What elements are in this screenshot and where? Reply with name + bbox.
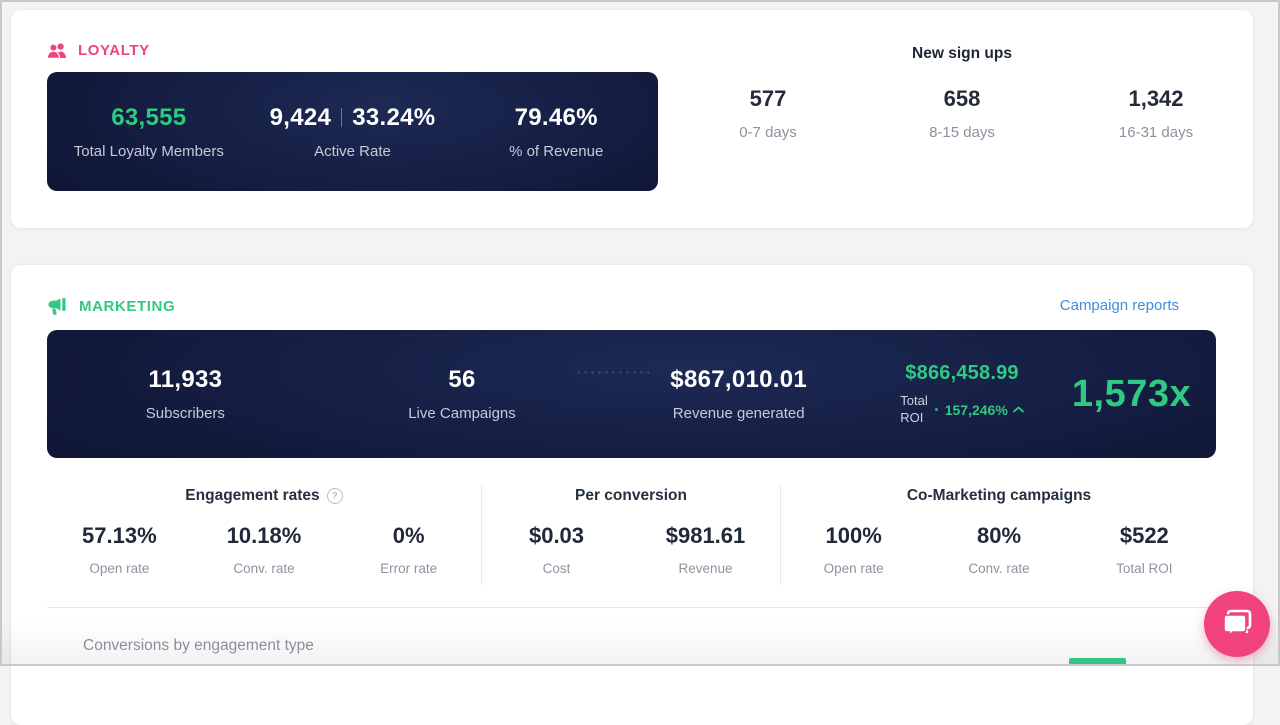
signups-8-15-value: 658 [943,86,981,111]
revenue-label: Revenue [678,561,733,576]
error-rate-value: 0% [392,523,425,548]
people-icon [47,43,66,59]
conv-rate-stat: 10.18% Conv. rate [192,523,337,576]
co-total-roi-label: Total ROI [1116,561,1173,576]
co-open-rate-value: 100% [825,523,882,548]
active-rate-label: Active Rate [314,142,391,160]
conversions-subsection-title: Conversions by engagement type [83,637,314,654]
co-conv-rate-label: Conv. rate [968,561,1030,576]
signups-0-7-value: 577 [749,86,787,111]
signups-8-15-label: 8-15 days [929,124,995,141]
live-campaigns-label: Live Campaigns [408,405,516,422]
total-loyalty-members-stat: 63,555 Total Loyalty Members [47,104,251,160]
new-signups-title: New sign ups [912,45,1012,62]
chat-bubbles-icon [1223,609,1252,638]
subscribers-label: Subscribers [145,405,225,422]
marketing-header: MARKETING Campaign reports [11,265,1253,315]
loyalty-title: LOYALTY [78,42,150,59]
conv-rate-value: 10.18% [226,523,302,548]
error-rate-stat: 0% Error rate [336,523,481,576]
co-marketing-title: Co-Marketing campaigns [906,487,1092,504]
signups-0-7-days: 577 0-7 days [671,10,865,228]
per-conversion-title: Per conversion [575,487,687,504]
open-rate-stat: 57.13% Open rate [47,523,192,576]
active-rate-count: 9,424 [269,103,332,131]
co-conv-rate-value: 80% [976,523,1022,548]
cost-label: Cost [542,561,571,576]
roi-delta-toggle[interactable]: 157,246% [945,402,1024,418]
subscribers-stat: 11,933 Subscribers [47,366,324,422]
engagement-rates-group: Engagement rates ? 57.13% Open rate 10.1… [47,485,481,585]
marketing-stats-card: 11,933 Subscribers 56 Live Campaigns $86… [47,330,1216,458]
marketing-title: MARKETING [79,297,176,315]
total-roi-stat: $866,458.99 Total ROI 157,246% [877,362,1047,426]
co-total-roi-stat: $522 Total ROI [1072,523,1217,576]
vertical-divider [780,485,781,585]
co-open-rate-label: Open rate [823,561,884,576]
error-rate-label: Error rate [380,561,438,576]
roi-multiplier-value: 1,573x [1071,372,1192,415]
signups-16-31-value: 1,342 [1128,86,1184,111]
revenue-value: $981.61 [665,523,746,548]
section-divider [47,607,1217,608]
dot-separator [934,408,938,411]
total-roi-value: $866,458.99 [905,362,1019,385]
percent-of-revenue-stat: 79.46% % of Revenue [454,104,658,160]
percent-of-revenue-value: 79.46% [514,103,598,131]
live-campaigns-stat: 56 Live Campaigns [324,366,601,422]
vertical-divider [481,485,482,585]
revenue-generated-stat: $867,010.01 Revenue generated [600,366,877,422]
chevron-up-icon [1012,406,1024,413]
revenue-stat: $981.61 Revenue [631,523,780,576]
active-rate-stat: 9,424 33.24% Active Rate [251,104,455,160]
marketing-substats-row: Engagement rates ? 57.13% Open rate 10.1… [11,478,1253,585]
signups-16-31-label: 16-31 days [1118,124,1194,141]
revenue-generated-label: Revenue generated [672,405,805,422]
signups-8-15-days: New sign ups 658 8-15 days [865,10,1059,228]
total-roi-label: Total ROI [900,393,928,425]
subscribers-value: 11,933 [148,366,223,393]
campaign-reports-link[interactable]: Campaign reports [1059,297,1179,314]
chart-bar-fragment [1069,658,1126,666]
roi-delta-value: 157,246% [944,401,1008,418]
cost-value: $0.03 [528,523,585,548]
open-rate-label: Open rate [89,561,150,576]
cost-stat: $0.03 Cost [482,523,631,576]
signups-0-7-label: 0-7 days [739,124,797,141]
value-separator [341,107,343,127]
co-total-roi-value: $522 [1119,523,1169,548]
total-loyalty-members-label: Total Loyalty Members [73,142,224,160]
co-open-rate-stat: 100% Open rate [781,523,926,576]
engagement-rates-title: Engagement rates [185,487,320,504]
loyalty-stats-card: 63,555 Total Loyalty Members 9,424 33.24%… [47,72,658,191]
co-conv-rate-stat: 80% Conv. rate [926,523,1071,576]
loyalty-section: LOYALTY 63,555 Total Loyalty Members 9,4… [11,10,1253,228]
co-marketing-group: Co-Marketing campaigns 100% Open rate 80… [781,485,1217,585]
chat-widget-button[interactable] [1204,591,1270,657]
marketing-section: MARKETING Campaign reports 11,933 Subscr… [11,265,1253,725]
help-icon[interactable]: ? [326,488,343,504]
total-loyalty-members-value: 63,555 [111,103,187,131]
signups-16-31-days: 1,342 16-31 days [1059,10,1253,228]
loyalty-header: LOYALTY [11,10,1253,59]
live-campaigns-value: 56 [448,366,476,393]
active-rate-percent: 33.24% [352,103,436,131]
megaphone-icon [48,297,66,315]
new-signups-block: 577 0-7 days New sign ups 658 8-15 days … [671,10,1253,228]
percent-of-revenue-label: % of Revenue [509,142,604,160]
revenue-generated-value: $867,010.01 [670,366,808,393]
per-conversion-group: Per conversion $0.03 Cost $981.61 Revenu… [482,485,780,585]
open-rate-value: 57.13% [82,523,157,548]
conv-rate-label: Conv. rate [233,561,295,576]
